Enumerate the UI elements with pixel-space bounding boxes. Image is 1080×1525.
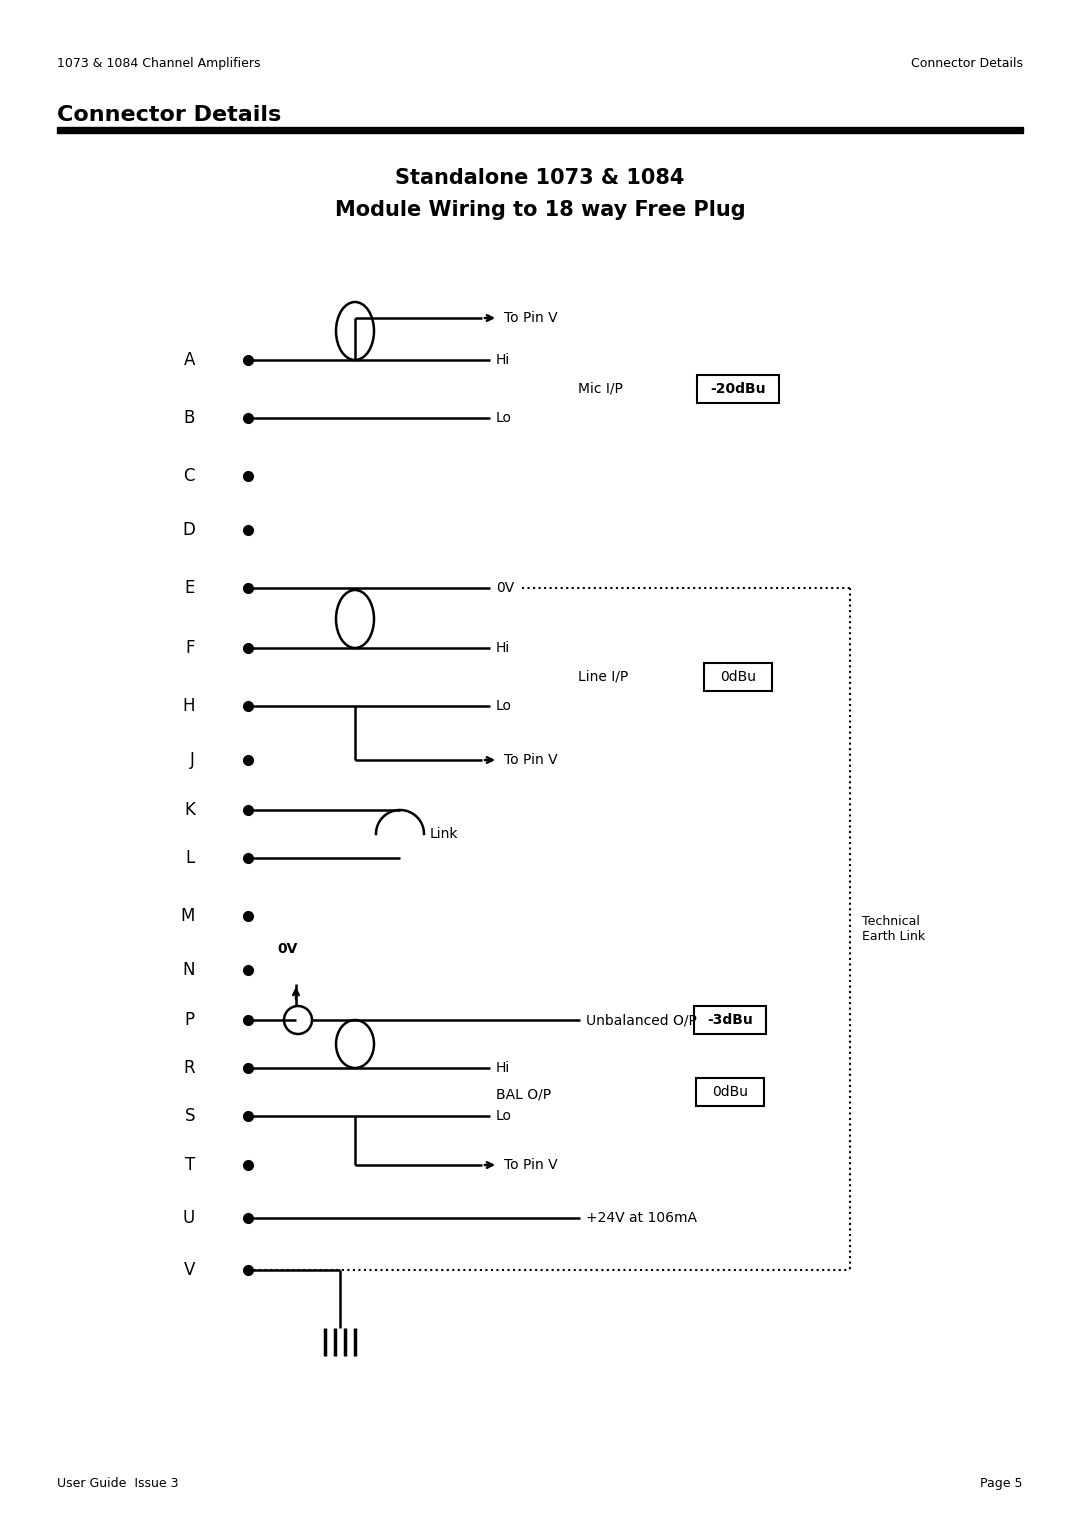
Text: J: J	[190, 750, 195, 769]
Text: 1073 & 1084 Channel Amplifiers: 1073 & 1084 Channel Amplifiers	[57, 56, 260, 70]
Text: F: F	[186, 639, 195, 657]
Bar	[57, 127, 1023, 133]
Text: V: V	[184, 1261, 195, 1279]
Text: L: L	[186, 849, 195, 868]
Text: Link: Link	[430, 827, 459, 840]
Text: Hi: Hi	[496, 352, 510, 368]
Bar	[694, 1006, 766, 1034]
Text: Connector Details: Connector Details	[912, 56, 1023, 70]
Text: User Guide  Issue 3: User Guide Issue 3	[57, 1478, 178, 1490]
Text: -3dBu: -3dBu	[707, 1013, 753, 1026]
Text: Standalone 1073 & 1084: Standalone 1073 & 1084	[395, 168, 685, 188]
Text: A: A	[184, 351, 195, 369]
Text: K: K	[184, 801, 195, 819]
Text: Module Wiring to 18 way Free Plug: Module Wiring to 18 way Free Plug	[335, 200, 745, 220]
Bar	[697, 375, 779, 403]
Text: Lo: Lo	[496, 698, 512, 714]
Text: M: M	[180, 907, 195, 926]
Text: N: N	[183, 961, 195, 979]
Text: Lo: Lo	[496, 412, 512, 425]
Text: 0dBu: 0dBu	[720, 669, 756, 685]
Bar	[696, 1078, 764, 1106]
Text: H: H	[183, 697, 195, 715]
Text: 0V: 0V	[496, 581, 514, 595]
Bar	[704, 663, 772, 691]
Text: E: E	[185, 580, 195, 596]
Text: C: C	[184, 467, 195, 485]
Text: BAL O/P: BAL O/P	[496, 1087, 551, 1101]
Text: Hi: Hi	[496, 640, 510, 656]
Text: -20dBu: -20dBu	[711, 381, 766, 396]
Text: U: U	[183, 1209, 195, 1228]
Text: B: B	[184, 409, 195, 427]
Text: To Pin V: To Pin V	[504, 1157, 557, 1173]
Text: Line I/P: Line I/P	[578, 669, 629, 685]
Text: Connector Details: Connector Details	[57, 105, 281, 125]
Text: S: S	[185, 1107, 195, 1125]
Text: 0V: 0V	[278, 942, 298, 956]
Text: Hi: Hi	[496, 1061, 510, 1075]
Text: To Pin V: To Pin V	[504, 311, 557, 325]
Text: R: R	[184, 1058, 195, 1077]
Text: D: D	[183, 522, 195, 538]
Text: +24V at 106mA: +24V at 106mA	[586, 1211, 697, 1225]
Text: To Pin V: To Pin V	[504, 753, 557, 767]
Text: Technical
Earth Link: Technical Earth Link	[862, 915, 926, 942]
Text: T: T	[185, 1156, 195, 1174]
Text: Unbalanced O/P: Unbalanced O/P	[586, 1013, 697, 1026]
Text: Lo: Lo	[496, 1109, 512, 1122]
Text: Page 5: Page 5	[981, 1478, 1023, 1490]
Text: P: P	[185, 1011, 195, 1029]
Text: Mic I/P: Mic I/P	[578, 381, 623, 396]
Text: 0dBu: 0dBu	[712, 1084, 748, 1100]
